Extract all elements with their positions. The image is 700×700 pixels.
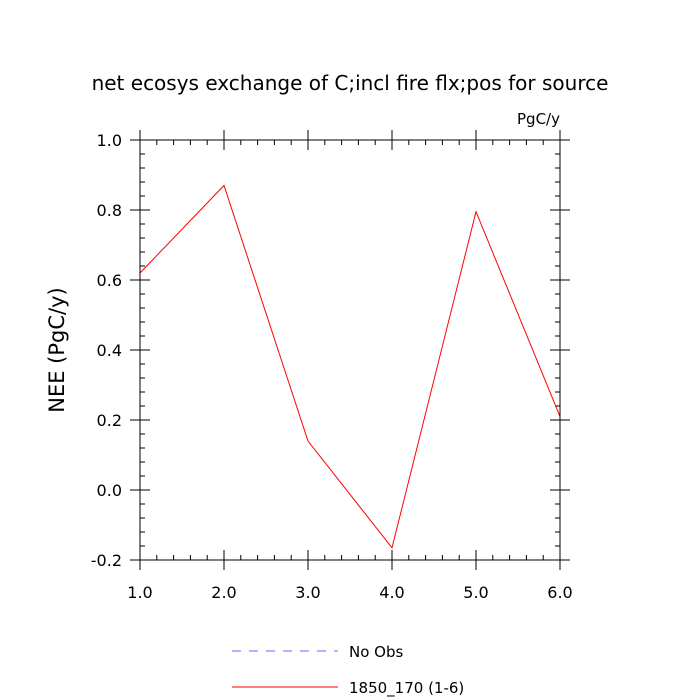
x-tick-label: 5.0 [463, 583, 488, 602]
y-tick-label: 1.0 [97, 131, 122, 150]
x-tick-label: 4.0 [379, 583, 404, 602]
y-tick-label: 0.8 [97, 201, 122, 220]
units-label: PgC/y [517, 110, 560, 128]
y-tick-label: -0.2 [91, 551, 122, 570]
chart-title: net ecosys exchange of C;incl fire flx;p… [92, 71, 609, 95]
series-line [139, 184, 561, 549]
y-tick-label: 0.6 [97, 271, 122, 290]
x-tick-label: 2.0 [211, 583, 236, 602]
x-tick-label: 6.0 [547, 583, 572, 602]
x-tick-label: 1.0 [127, 583, 152, 602]
y-tick-label: 0.4 [97, 341, 122, 360]
x-tick-label: 3.0 [295, 583, 320, 602]
y-tick-label: 0.2 [97, 411, 122, 430]
ticks-layer: -0.2 0.0 0.2 0.4 0.6 0.8 1.0 1.0 2.0 3.0 4.0 5.0 6.0 [91, 130, 573, 602]
legend: No Obs 1850_170 (1-6) [232, 643, 464, 698]
y-axis-label: NEE (PgC/y) [45, 287, 69, 412]
y-tick-label: 0.0 [97, 481, 122, 500]
legend-label: 1850_170 (1-6) [349, 679, 464, 698]
legend-label: No Obs [349, 643, 403, 661]
series-layer [139, 184, 561, 549]
plot-frame [139, 139, 561, 561]
